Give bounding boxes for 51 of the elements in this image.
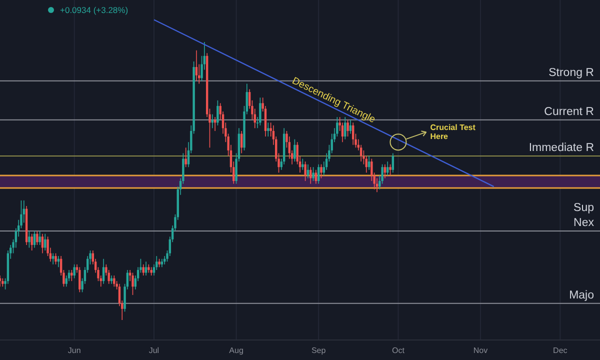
candlestick: [52, 252, 54, 265]
x-tick-label: Jun: [68, 346, 81, 355]
candlestick: [294, 138, 296, 162]
candlestick: [113, 275, 116, 288]
candlestick: [78, 266, 81, 293]
candlestick: [195, 50, 198, 82]
candlestick: [392, 152, 394, 174]
x-tick-label: Sep: [311, 346, 326, 355]
candlestick: [184, 147, 187, 168]
text: +0.0934 (+3.28%): [60, 5, 128, 15]
candlestick: [142, 264, 144, 276]
candlestick: [144, 261, 148, 276]
ref-line-label: Strong R: [548, 66, 594, 79]
candlestick: [352, 122, 354, 146]
candlestick: [102, 258, 105, 284]
candlestick: [317, 164, 320, 184]
ref-line-label: Nex: [574, 217, 594, 230]
x-tick-label: Oct: [392, 346, 406, 355]
candlestick: [132, 272, 134, 296]
candlestick: [306, 164, 310, 179]
candlestick: [384, 164, 386, 179]
candlestick: [368, 156, 370, 170]
x-tick-label: Nov: [473, 346, 488, 355]
ref-line-label: Current R: [544, 106, 594, 118]
candlestick: [41, 233, 44, 254]
annotation: Crucial Test Here: [430, 123, 476, 142]
candlestick: [38, 230, 41, 246]
ref-line-label: Immediate R: [528, 142, 594, 154]
band-label: Sup: [574, 202, 594, 214]
candlestick: [240, 130, 243, 154]
candlestick: [70, 270, 73, 282]
candlestick: [314, 169, 318, 184]
candlestick: [304, 161, 306, 182]
candlestick: [30, 233, 33, 251]
x-tick-label: Aug: [229, 346, 244, 355]
candlestick: [386, 161, 389, 176]
candlestick: [259, 97, 262, 126]
candlestick: [28, 230, 30, 248]
candlestick: [312, 166, 314, 182]
candlestick: [33, 230, 36, 248]
x-tick-label: Dec: [553, 346, 568, 355]
candlestick: [320, 164, 322, 179]
candlestick: [54, 252, 57, 265]
ref-line-label: Majo: [569, 289, 594, 302]
candlestick: [73, 264, 76, 279]
candlestick: [267, 122, 270, 137]
candlestick: [216, 100, 219, 126]
candlestick: [302, 158, 304, 170]
candlestick: [389, 164, 392, 176]
x-tick-label: Jul: [148, 346, 160, 355]
candlestick: [36, 230, 38, 246]
